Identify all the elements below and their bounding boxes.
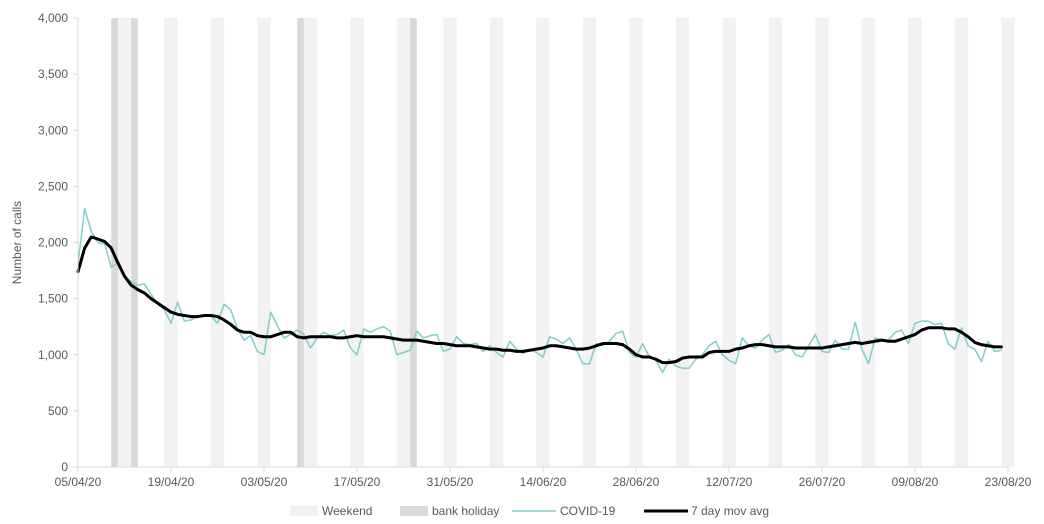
weekend-band	[629, 18, 643, 467]
y-tick-label: 0	[61, 460, 68, 474]
y-tick-label: 1,000	[38, 348, 68, 362]
weekend-band	[117, 18, 132, 467]
legend-label: 7 day mov avg	[691, 504, 769, 518]
weekend-band	[210, 18, 225, 467]
x-tick-label: 14/06/20	[520, 475, 567, 489]
y-tick-label: 500	[48, 404, 68, 418]
date-bands	[111, 18, 1015, 467]
weekend-band	[257, 18, 271, 467]
weekend-band	[582, 18, 597, 467]
bank-holiday-band	[410, 18, 417, 467]
x-tick-label: 03/05/20	[241, 475, 288, 489]
weekend-band	[443, 18, 457, 467]
y-axis-ticks: 0 500 1,000 1,500 2,000 2,500 3,000 3,500 4,000	[38, 11, 78, 474]
moving-average-series-line	[76, 235, 1003, 365]
legend-label: Weekend	[322, 504, 372, 518]
legend: Weekend bank holiday COVID-19 7 day mov avg	[290, 504, 769, 518]
x-tick-label: 17/05/20	[334, 475, 381, 489]
weekend-band	[954, 18, 969, 467]
weekend-band	[164, 18, 178, 467]
x-tick-label: 05/04/20	[55, 475, 102, 489]
bank-holiday-band	[131, 18, 138, 467]
weekend-band	[815, 18, 829, 467]
bank-holiday-band	[111, 18, 118, 467]
weekend-band	[675, 18, 690, 467]
y-tick-label: 1,500	[38, 292, 68, 306]
weekend-band	[1001, 18, 1015, 467]
weekend-band	[768, 18, 783, 467]
legend-label: bank holiday	[432, 504, 499, 518]
y-tick-label: 3,000	[38, 123, 68, 137]
weekend-band	[350, 18, 364, 467]
legend-swatch	[400, 506, 428, 516]
y-tick-label: 4,000	[38, 11, 68, 25]
legend-label: COVID-19	[560, 504, 616, 518]
x-tick-label: 31/05/20	[427, 475, 474, 489]
y-tick-label: 2,000	[38, 236, 68, 250]
plot-lines	[76, 208, 1003, 374]
y-tick-label: 2,500	[38, 179, 68, 193]
x-tick-label: 23/08/20	[985, 475, 1032, 489]
x-tick-label: 09/08/20	[892, 475, 939, 489]
y-axis-title: Number of calls	[10, 201, 24, 284]
covid-19-series-line	[77, 208, 1003, 374]
weekend-band	[722, 18, 736, 467]
weekend-band	[396, 18, 411, 467]
x-axis-ticks: 05/04/20 19/04/20 03/05/20 17/05/20 31/05/20…	[55, 467, 1032, 489]
weekend-band	[536, 18, 550, 467]
weekend-band	[489, 18, 504, 467]
x-tick-label: 26/07/20	[799, 475, 846, 489]
x-tick-label: 28/06/20	[613, 475, 660, 489]
bank-holiday-band	[297, 18, 304, 467]
x-tick-label: 12/07/20	[706, 475, 753, 489]
weekend-band	[303, 18, 318, 467]
weekend-band	[861, 18, 876, 467]
x-tick-label: 19/04/20	[148, 475, 195, 489]
legend-swatch	[290, 506, 318, 516]
y-tick-label: 3,500	[38, 67, 68, 81]
weekend-band	[908, 18, 922, 467]
